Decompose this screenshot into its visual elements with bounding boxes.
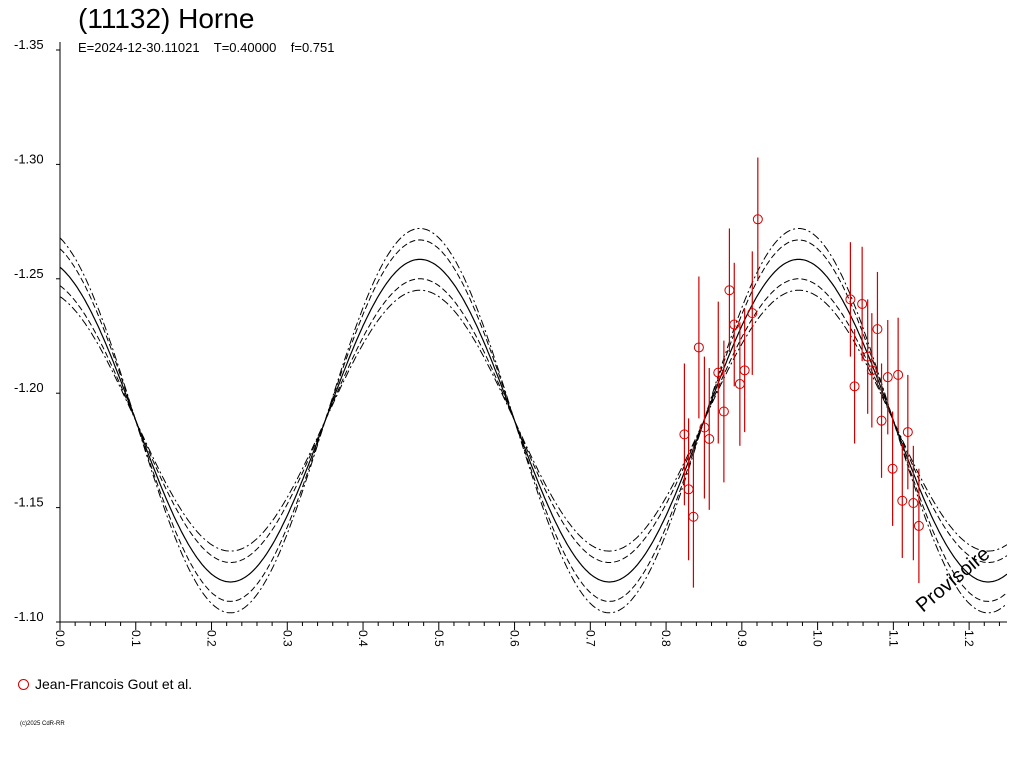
x-tick-label: 0.9	[735, 630, 749, 647]
legend: Jean-Francois Gout et al.	[18, 675, 192, 693]
chart-title: (11132) Horne	[78, 3, 255, 34]
data-point	[693, 342, 704, 353]
x-tick-label: 1.0	[811, 630, 825, 647]
legend-label: Jean-Francois Gout et al.	[35, 676, 193, 692]
y-tick-label: -1.25	[14, 266, 44, 281]
model-envelope-dashed	[60, 239, 1007, 602]
model-envelope-dashed	[60, 278, 1007, 563]
data-point	[857, 298, 868, 309]
legend-circle-icon	[18, 678, 29, 690]
data-point	[739, 365, 750, 376]
data-point	[872, 324, 883, 335]
data-point	[729, 319, 740, 330]
data-point	[893, 369, 904, 380]
copyright-text: (c)2025 CdR-RR	[20, 721, 65, 727]
x-tick-label: 0.6	[508, 630, 522, 647]
x-tick-label: 1.2	[962, 630, 976, 647]
data-point	[908, 498, 919, 509]
data-point	[876, 415, 887, 426]
x-tick-label: 0.5	[432, 630, 446, 647]
data-point	[887, 463, 898, 474]
model-curve	[60, 258, 1007, 583]
y-tick-label: -1.35	[14, 37, 44, 52]
y-tick-label: -1.30	[14, 151, 44, 166]
x-tick-label: 0.2	[205, 630, 219, 647]
data-point	[713, 367, 724, 378]
x-tick-label: 0.8	[659, 630, 673, 647]
x-tick-label: 0.0	[53, 630, 67, 647]
x-tick-label: 0.3	[280, 630, 294, 647]
data-point	[752, 214, 763, 225]
y-tick-label: -1.20	[14, 380, 44, 395]
y-tick-label: -1.10	[14, 609, 44, 624]
data-point	[897, 495, 908, 506]
data-point	[866, 365, 877, 376]
y-tick-label: -1.15	[14, 495, 44, 510]
data-point	[902, 427, 913, 438]
x-tick-label: 1.1	[886, 630, 900, 647]
x-tick-label: 0.4	[356, 630, 370, 647]
data-point	[704, 433, 715, 444]
data-point	[845, 294, 856, 305]
x-tick-label: 0.1	[129, 630, 143, 647]
data-point	[747, 308, 758, 319]
data-point	[718, 406, 729, 417]
data-point	[882, 372, 893, 383]
x-tick-label: 0.7	[583, 630, 597, 647]
model-envelope-dash-dot	[60, 289, 1007, 552]
chart-subtitle: E=2024-12-30.11021 T=0.40000 f=0.751	[78, 40, 335, 55]
data-point	[849, 381, 860, 392]
data-point	[688, 511, 699, 522]
data-point	[913, 520, 924, 531]
model-envelope-dash-dot	[60, 228, 1007, 614]
